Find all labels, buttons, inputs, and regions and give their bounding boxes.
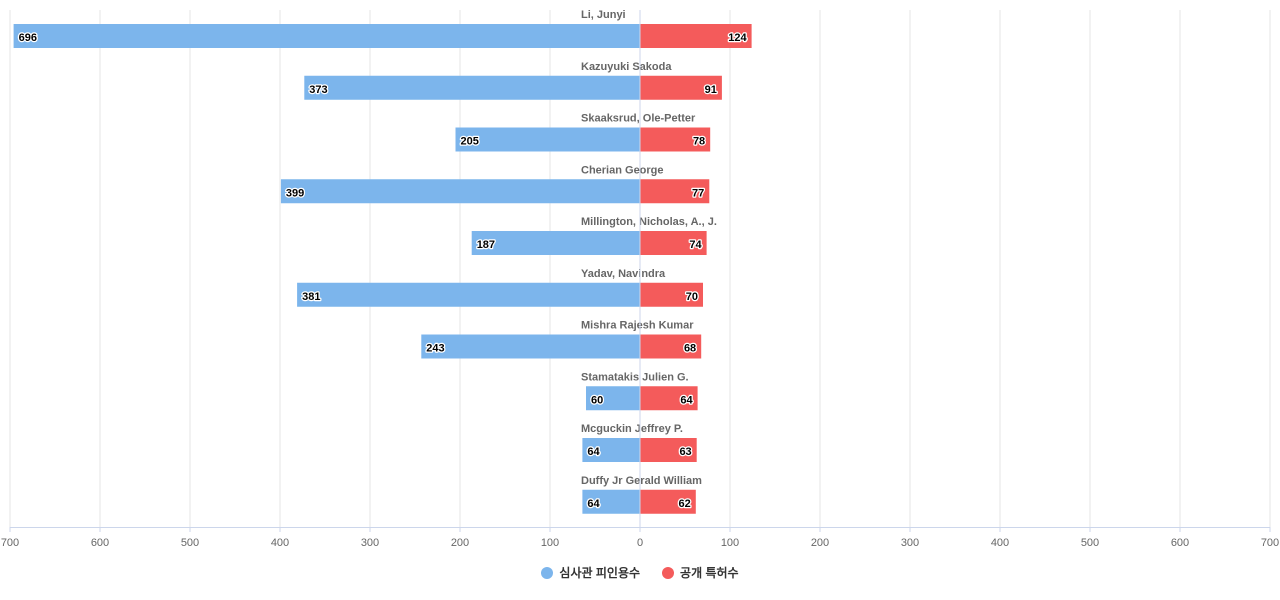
category-label: Duffy Jr Gerald William	[581, 475, 702, 487]
data-label-citations: 696	[19, 32, 37, 44]
category-label: Stamatakis Julien G.	[581, 371, 689, 383]
data-label-patents: 64	[680, 394, 693, 406]
category-label: Mcguckin Jeffrey P.	[581, 423, 683, 435]
legend-label-patents: 공개 특허수	[680, 566, 739, 580]
chart: 700 600 500 400 300 200 100 0 100 200 300 400 500 600…	[1, 9, 1279, 549]
data-label-patents: 91	[705, 84, 717, 96]
category-label: Millington, Nicholas, A., J.	[581, 216, 717, 228]
bar-citations	[13, 24, 641, 48]
category-label: Li, Junyi	[581, 9, 626, 21]
x-tick-label: 600	[1171, 537, 1189, 549]
legend-marker-patents	[662, 566, 675, 579]
legend: 심사관 피인용수 공개 특허수	[0, 564, 1280, 581]
x-tick-label: 600	[91, 537, 109, 549]
bar-citations	[304, 75, 640, 100]
x-tick-label: 0	[637, 537, 643, 549]
x-tick-label: 300	[361, 537, 379, 549]
category-label: Mishra Rajesh Kumar	[581, 320, 694, 332]
x-tick-label: 100	[541, 537, 559, 549]
data-label-citations: 381	[302, 291, 320, 303]
bar-patents	[640, 24, 752, 48]
legend-marker-citations	[541, 566, 554, 579]
data-label-citations: 187	[477, 239, 495, 251]
bar-citations	[582, 489, 640, 514]
data-label-patents: 62	[679, 498, 691, 510]
data-label-patents: 68	[684, 343, 696, 355]
bar-citations	[280, 179, 640, 204]
bar-patents	[640, 334, 702, 359]
data-label-citations: 205	[461, 136, 479, 148]
x-tick-label: 200	[811, 537, 829, 549]
category-label: Kazuyuki Sakoda	[581, 61, 672, 73]
bar-citations	[455, 127, 640, 152]
bar-citations	[586, 386, 640, 411]
bar-citations	[582, 438, 640, 462]
x-tick-label: 500	[181, 537, 199, 549]
data-label-citations: 64	[587, 446, 600, 458]
bar-patents	[640, 386, 698, 411]
x-tick-label: 100	[721, 537, 739, 549]
bar-citations	[471, 231, 640, 255]
x-tick-label: 300	[901, 537, 919, 549]
bar-patents	[640, 438, 697, 462]
data-label-citations: 64	[587, 498, 600, 510]
bar-citations	[297, 282, 640, 307]
bar-patents	[640, 489, 696, 514]
x-tick-label: 500	[1081, 537, 1099, 549]
data-label-patents: 78	[693, 136, 705, 148]
x-tick-label: 400	[991, 537, 1009, 549]
category-label: Yadav, Navindra	[581, 268, 666, 280]
bar-patents	[640, 127, 711, 152]
bar-patents	[640, 179, 710, 204]
bar-patents	[640, 75, 722, 100]
x-tick-label: 200	[451, 537, 469, 549]
bar-citations	[421, 334, 640, 359]
legend-label-citations: 심사관 피인용수	[559, 566, 641, 580]
data-label-patents: 124	[728, 32, 747, 44]
data-label-citations: 60	[591, 394, 603, 406]
bar-patents	[640, 282, 703, 307]
category-label: Cherian George	[581, 164, 664, 176]
data-label-citations: 373	[309, 84, 327, 96]
data-label-citations: 399	[286, 187, 304, 199]
x-tick-label: 700	[1261, 537, 1279, 549]
data-label-patents: 74	[689, 239, 702, 251]
legend-item-patents[interactable]: 공개 특허수	[662, 564, 739, 581]
x-tick-label: 700	[1, 537, 19, 549]
data-label-patents: 77	[692, 187, 704, 199]
bar-patents	[640, 231, 707, 255]
data-label-patents: 70	[686, 291, 698, 303]
legend-item-citations[interactable]: 심사관 피인용수	[541, 564, 640, 581]
x-tick-label: 400	[271, 537, 289, 549]
data-label-citations: 243	[426, 343, 444, 355]
category-label: Skaaksrud, Ole-Petter	[581, 113, 696, 125]
data-label-patents: 63	[679, 446, 691, 458]
